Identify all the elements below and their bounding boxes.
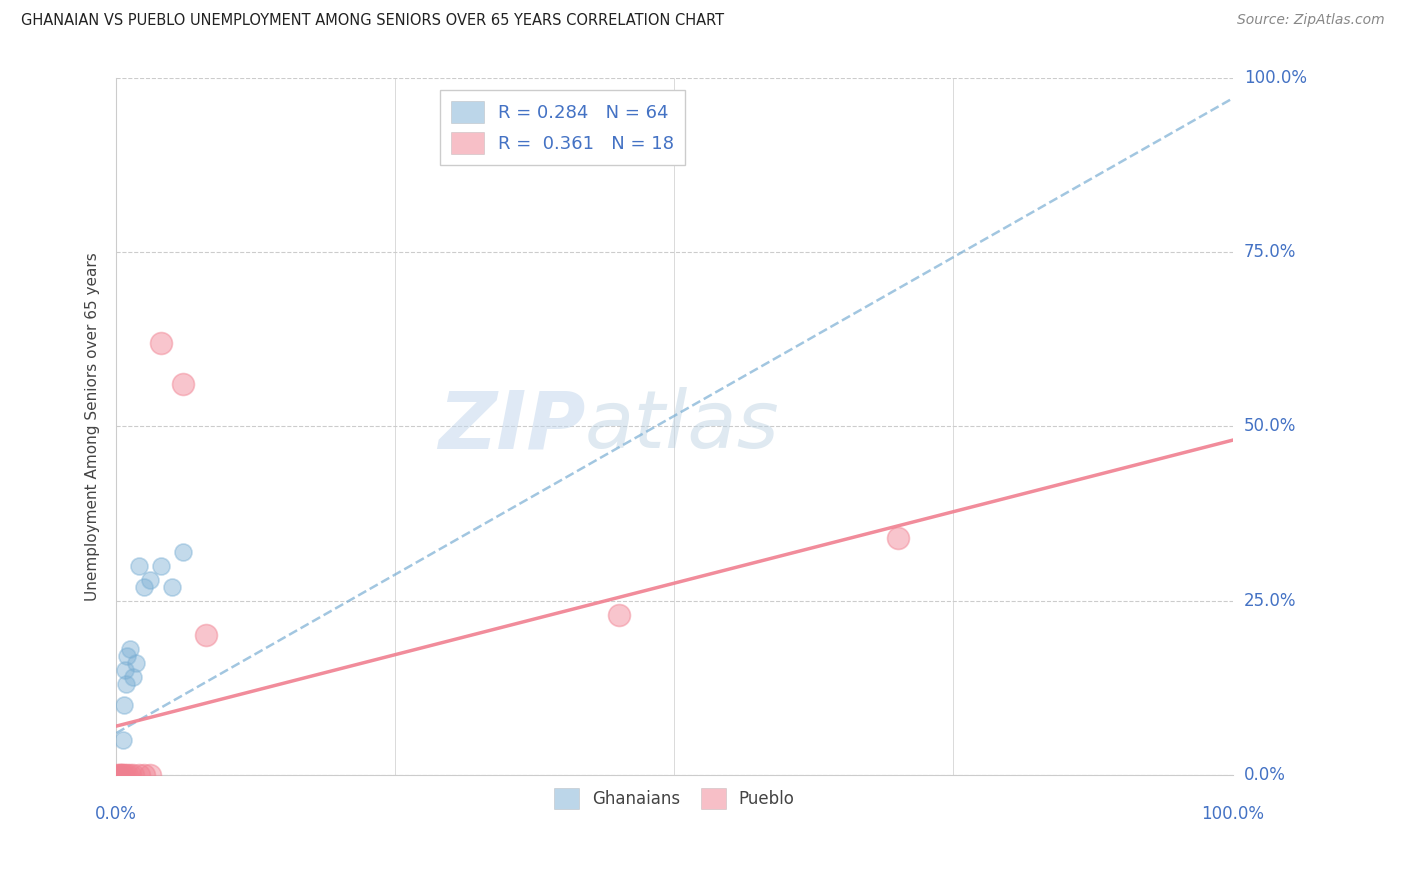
Point: [139, 768, 162, 782]
Point: [108, 768, 131, 782]
Point: [108, 768, 131, 782]
Point: [105, 768, 128, 782]
Point: [107, 768, 129, 782]
Point: [118, 768, 141, 782]
Point: [112, 698, 135, 713]
Point: [108, 768, 131, 782]
Text: 100.0%: 100.0%: [1244, 69, 1306, 87]
Point: [107, 768, 129, 782]
Y-axis label: Unemployment Among Seniors over 65 years: Unemployment Among Seniors over 65 years: [86, 252, 100, 600]
Point: [111, 733, 134, 747]
Point: [107, 768, 129, 782]
Point: [134, 768, 156, 782]
Point: [108, 768, 131, 782]
Text: 75.0%: 75.0%: [1244, 243, 1296, 260]
Point: [172, 377, 194, 392]
Point: [110, 768, 132, 782]
Point: [107, 768, 129, 782]
Point: [128, 558, 150, 573]
Point: [105, 768, 128, 782]
Point: [105, 768, 128, 782]
Point: [108, 768, 131, 782]
Point: [118, 642, 141, 657]
Point: [110, 768, 132, 782]
Point: [111, 768, 134, 782]
Point: [105, 768, 128, 782]
Point: [114, 663, 136, 677]
Point: [105, 768, 128, 782]
Point: [122, 670, 145, 684]
Text: 25.0%: 25.0%: [1244, 591, 1296, 609]
Point: [111, 768, 134, 782]
Point: [172, 545, 194, 559]
Point: [105, 768, 128, 782]
Text: 0.0%: 0.0%: [1244, 766, 1285, 784]
Point: [886, 531, 908, 545]
Point: [108, 768, 131, 782]
Point: [105, 768, 128, 782]
Point: [107, 768, 129, 782]
Point: [107, 768, 129, 782]
Text: GHANAIAN VS PUEBLO UNEMPLOYMENT AMONG SENIORS OVER 65 YEARS CORRELATION CHART: GHANAIAN VS PUEBLO UNEMPLOYMENT AMONG SE…: [21, 13, 724, 29]
Point: [114, 768, 136, 782]
Point: [107, 768, 129, 782]
Point: [149, 558, 172, 573]
Point: [107, 768, 129, 782]
Point: [108, 768, 131, 782]
Point: [160, 580, 183, 594]
Point: [105, 768, 128, 782]
Point: [107, 768, 129, 782]
Point: [105, 768, 128, 782]
Point: [117, 768, 139, 782]
Text: atlas: atlas: [585, 387, 780, 466]
Point: [107, 768, 129, 782]
Point: [105, 768, 128, 782]
Point: [122, 768, 145, 782]
Point: [105, 768, 128, 782]
Point: [149, 335, 172, 350]
Point: [105, 768, 128, 782]
Point: [108, 768, 131, 782]
Point: [107, 768, 129, 782]
Legend: Ghanaians, Pueblo: Ghanaians, Pueblo: [547, 781, 801, 815]
Point: [110, 768, 132, 782]
Text: 100.0%: 100.0%: [1201, 805, 1264, 823]
Point: [134, 580, 156, 594]
Point: [139, 573, 162, 587]
Text: ZIP: ZIP: [437, 387, 585, 466]
Text: 0.0%: 0.0%: [96, 805, 138, 823]
Point: [107, 768, 129, 782]
Point: [108, 768, 131, 782]
Point: [108, 768, 131, 782]
Point: [108, 768, 131, 782]
Point: [108, 768, 131, 782]
Text: Source: ZipAtlas.com: Source: ZipAtlas.com: [1237, 13, 1385, 28]
Text: 50.0%: 50.0%: [1244, 417, 1296, 435]
Point: [107, 768, 129, 782]
Point: [194, 628, 217, 642]
Point: [107, 768, 129, 782]
Point: [110, 768, 132, 782]
Point: [105, 768, 128, 782]
Point: [105, 768, 128, 782]
Point: [105, 768, 128, 782]
Point: [115, 677, 138, 691]
Point: [107, 768, 129, 782]
Point: [117, 649, 139, 664]
Point: [107, 768, 129, 782]
Point: [125, 657, 148, 671]
Point: [607, 607, 630, 622]
Point: [107, 768, 129, 782]
Point: [107, 768, 129, 782]
Point: [105, 768, 128, 782]
Point: [128, 768, 150, 782]
Point: [105, 768, 128, 782]
Point: [105, 768, 128, 782]
Point: [105, 768, 128, 782]
Point: [107, 768, 129, 782]
